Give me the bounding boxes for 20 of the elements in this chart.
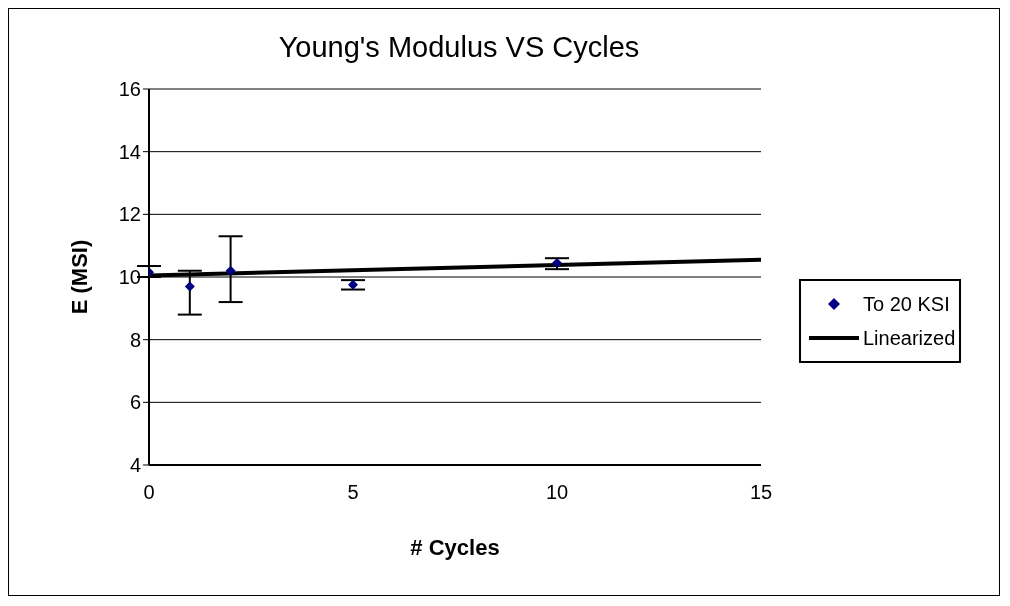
y-tick-label: 12 bbox=[118, 203, 141, 226]
y-axis-title: E (MSI) bbox=[66, 239, 92, 315]
y-tick-label: 16 bbox=[118, 78, 141, 101]
point bbox=[225, 265, 236, 276]
point bbox=[348, 279, 358, 290]
x-tick-label: 5 bbox=[347, 481, 359, 504]
x-tick-label: 10 bbox=[545, 481, 569, 504]
y-tick-label: 10 bbox=[118, 266, 141, 289]
x-tick-label: 15 bbox=[749, 481, 773, 504]
legend-label: Linearized bbox=[863, 326, 956, 350]
y-tick-label: 14 bbox=[118, 140, 141, 163]
point bbox=[184, 281, 195, 292]
chart-title: Young's Modulus VS Cycles bbox=[277, 31, 641, 64]
point bbox=[552, 257, 562, 268]
x-axis-title: # Cycles bbox=[410, 535, 500, 560]
x-tick-label: 0 bbox=[143, 481, 155, 504]
y-tick-label: 4 bbox=[129, 454, 141, 477]
y-tick-label: 8 bbox=[129, 328, 141, 351]
legend-label: To 20 KSI bbox=[863, 292, 950, 316]
y-tick-label: 6 bbox=[129, 391, 141, 414]
